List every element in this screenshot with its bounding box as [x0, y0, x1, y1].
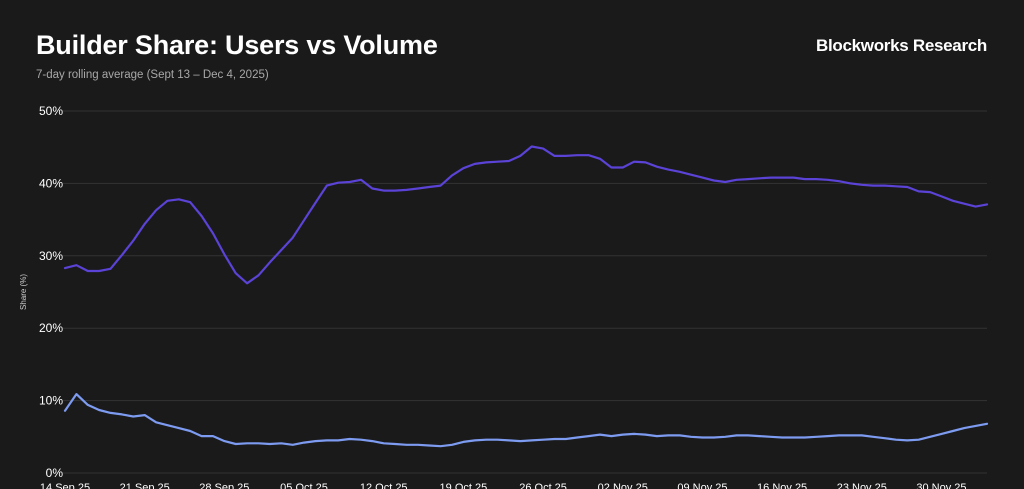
chart-title: Builder Share: Users vs Volume	[36, 30, 438, 60]
y-axis-label: Share (%)	[19, 274, 28, 310]
x-tick-label: 09 Nov 25	[677, 482, 727, 489]
x-tick-label: 28 Sep 25	[199, 482, 249, 489]
y-tick-label: 20%	[39, 321, 63, 335]
y-axis-ticks: 0% 10% 20% 30% 40% 50%	[39, 104, 63, 480]
x-tick-label: 16 Nov 25	[757, 482, 807, 489]
x-tick-label: 26 Oct 25	[519, 482, 567, 489]
series-line-lower	[63, 393, 989, 448]
x-tick-label: 21 Sep 25	[120, 482, 170, 489]
y-tick-label: 0%	[46, 466, 64, 480]
y-tick-label: 10%	[39, 394, 63, 408]
chart-subtitle: 7-day rolling average (Sept 13 – Dec 4, …	[36, 69, 269, 81]
x-tick-label: 30 Nov 25	[916, 482, 966, 489]
grid-lines	[63, 110, 987, 474]
x-tick-label: 19 Oct 25	[440, 482, 488, 489]
x-tick-label: 12 Oct 25	[360, 482, 408, 489]
x-tick-label: 05 Oct 25	[280, 482, 328, 489]
series-lines	[63, 145, 989, 448]
x-tick-label: 14 Sep 25	[40, 482, 90, 489]
x-tick-label: 02 Nov 25	[598, 482, 648, 489]
y-tick-label: 30%	[39, 249, 63, 263]
y-tick-label: 40%	[39, 176, 63, 190]
y-tick-label: 50%	[39, 104, 63, 118]
brand-logo-text: Blockworks Research	[816, 36, 987, 55]
series-line-upper	[63, 145, 989, 285]
x-axis-ticks: 14 Sep 25 21 Sep 25 28 Sep 25 05 Oct 25 12 O…	[40, 482, 967, 489]
x-tick-label: 23 Nov 25	[837, 482, 887, 489]
